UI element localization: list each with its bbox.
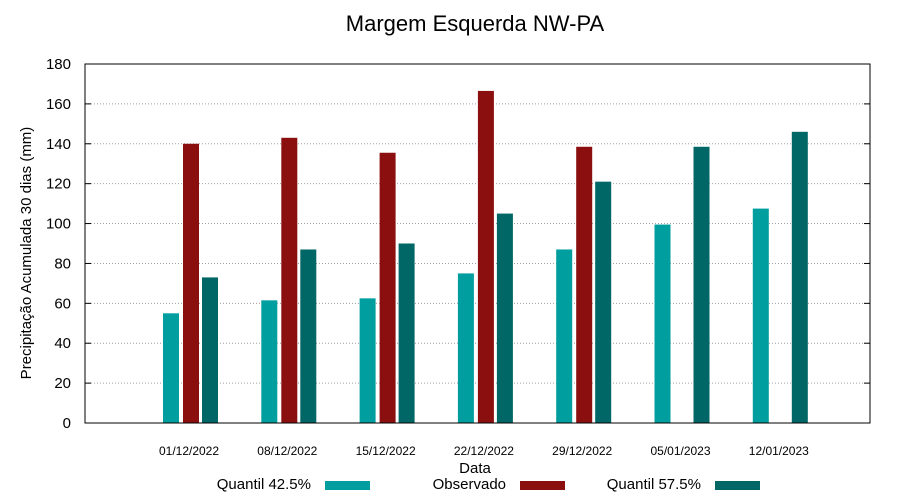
x-axis: 01/12/2022 08/12/2022 15/12/2022 22/12/2022… [159, 444, 809, 458]
legend: Quantil 42.5% Observado Quantil 57.5% [217, 476, 760, 493]
bar-quantil-42-5-1 [261, 300, 278, 423]
bar-quantil-42-5-5 [654, 224, 671, 423]
bar-observado-1 [281, 137, 298, 424]
x-tick-label: 29/12/2022 [552, 444, 612, 458]
bar-quantil-42-5-2 [359, 298, 376, 423]
y-tick-label: 0 [63, 415, 71, 432]
y-tick-label: 20 [54, 375, 71, 392]
y-tick-label: 120 [46, 176, 71, 193]
bar-observado-4 [576, 146, 593, 423]
bar-quantil-57-5-0 [202, 277, 218, 423]
bar-quantil-42-5-6 [752, 208, 769, 423]
x-tick-label: 05/01/2023 [650, 444, 710, 458]
x-axis-label: Data [459, 460, 491, 477]
legend-label: Quantil 42.5% [217, 476, 311, 493]
y-tick-label: 140 [46, 136, 71, 153]
bar-quantil-57-5-2 [398, 243, 415, 423]
y-axis-label: Precipitação Acumulada 30 dias (mm) [18, 127, 35, 380]
grid [85, 103, 870, 384]
bar-quantil-57-5-1 [300, 249, 317, 423]
y-axis: 0 20 40 60 80 100 120 140 160 180 [46, 56, 870, 432]
bar-observado-0 [183, 143, 199, 423]
bar-observado-3 [477, 90, 494, 424]
bar-quantil-42-5-4 [556, 249, 573, 423]
bar-quantil-57-5-6 [791, 131, 808, 424]
plot-frame [84, 63, 871, 424]
legend-label: Quantil 57.5% [607, 476, 701, 493]
x-tick-label: 12/01/2023 [749, 444, 809, 458]
bars [163, 90, 808, 424]
bar-quantil-42-5-0 [163, 313, 179, 423]
legend-label: Observado [433, 476, 506, 493]
x-tick-label: 08/12/2022 [257, 444, 317, 458]
chart-title: Margem Esquerda NW-PA [346, 11, 605, 36]
x-tick-label: 01/12/2022 [159, 444, 219, 458]
bar-quantil-57-5-5 [693, 146, 710, 423]
bar-quantil-57-5-4 [595, 181, 612, 423]
y-tick-label: 40 [54, 335, 71, 352]
legend-swatch [715, 481, 760, 490]
x-tick-label: 22/12/2022 [454, 444, 514, 458]
y-tick-label: 80 [54, 255, 71, 272]
x-tick-label: 15/12/2022 [356, 444, 416, 458]
bar-quantil-42-5-3 [457, 273, 474, 423]
legend-swatch [325, 481, 370, 490]
y-tick-label: 160 [46, 96, 71, 113]
bar-quantil-57-5-3 [496, 213, 513, 423]
bar-observado-2 [379, 152, 396, 423]
y-tick-label: 60 [54, 295, 71, 312]
y-tick-label: 180 [46, 56, 71, 73]
legend-swatch [520, 481, 565, 490]
y-tick-label: 100 [46, 216, 71, 233]
